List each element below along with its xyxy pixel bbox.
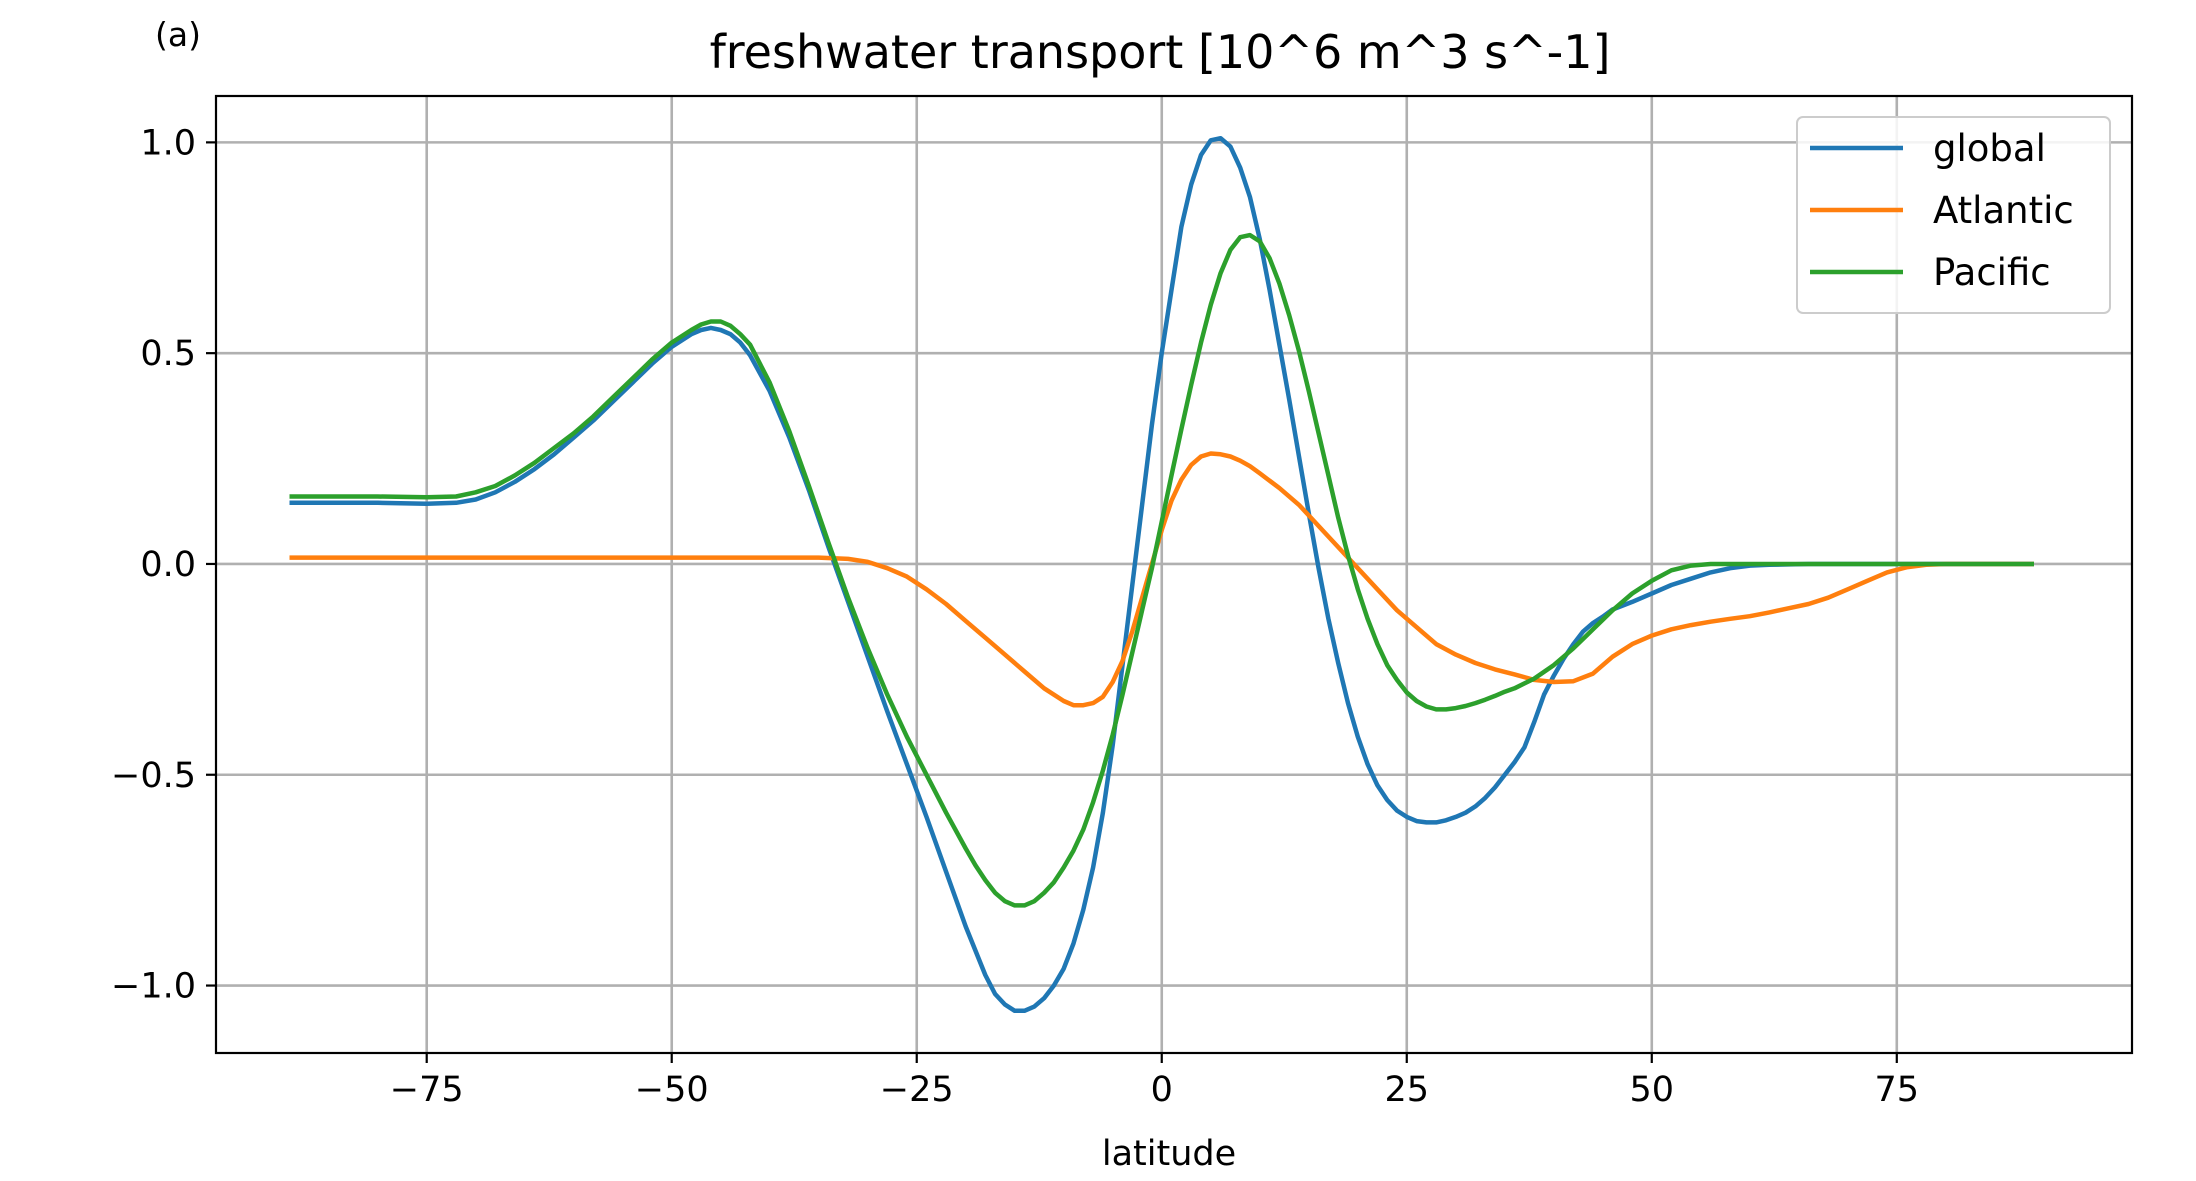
plot-frame <box>214 94 2134 1055</box>
chart-title: freshwater transport [10^6 m^3 s^-1] <box>710 25 1611 79</box>
x-tick-label: −75 <box>390 1070 464 1110</box>
legend-box <box>1796 116 2111 314</box>
y-tick-label: 1.0 <box>140 123 196 163</box>
x-tick-label: 25 <box>1384 1070 1429 1110</box>
y-tick-label: 0.0 <box>140 545 196 585</box>
axis-ticks: −75 −50 −25 0 25 50 75 −1.0 −0.5 0.0 0.5 1.0 <box>111 123 1919 1110</box>
x-tick-label: −50 <box>635 1070 709 1110</box>
legend-label-global: global <box>1933 127 2046 170</box>
y-tick-label: −0.5 <box>111 756 196 796</box>
x-axis-label: latitude <box>1102 1134 1236 1174</box>
x-tick-label: −25 <box>880 1070 954 1110</box>
y-tick-label: 0.5 <box>140 334 196 374</box>
series-line-atlantic <box>289 451 2034 708</box>
x-tick-label: 0 <box>1151 1070 1173 1110</box>
x-tick-label: 50 <box>1630 1070 1675 1110</box>
legend: global Atlantic Pacific <box>1796 116 2111 314</box>
y-tick-label: −1.0 <box>111 967 196 1007</box>
series-lines <box>289 135 2034 1014</box>
series-line-pacific <box>289 232 2034 908</box>
x-tick-label: 75 <box>1875 1070 1920 1110</box>
legend-label-atlantic: Atlantic <box>1933 189 2074 232</box>
panel-label: (a) <box>155 15 201 54</box>
legend-label-pacific: Pacific <box>1933 251 2051 294</box>
